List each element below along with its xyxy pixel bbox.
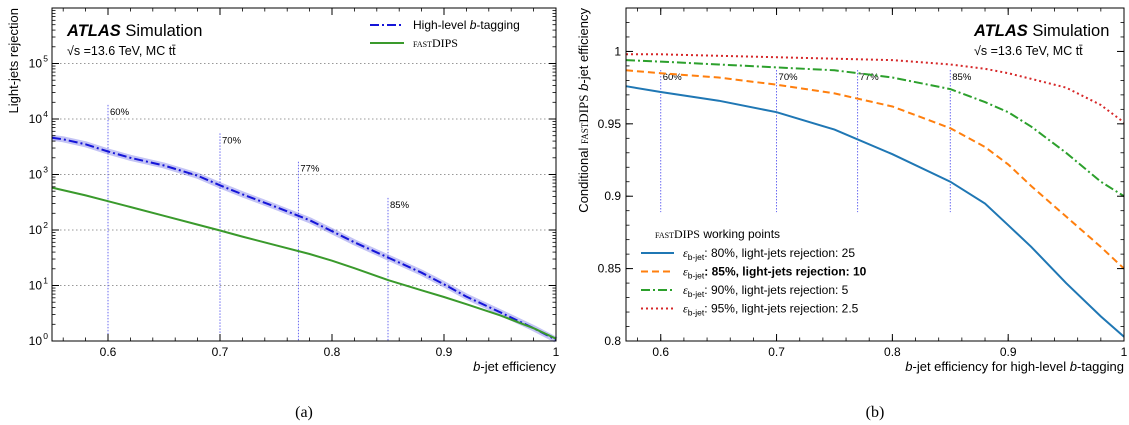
x-tick-label: 0.8 (324, 345, 341, 359)
y-tick-label: 10 (29, 57, 43, 71)
y-tick-label: 1 (614, 44, 621, 58)
x-tick-label: 0.7 (212, 345, 229, 359)
working-point-label: 60% (110, 107, 130, 118)
x-tick-label: 0.6 (100, 345, 117, 359)
y-tick-label: 10 (29, 334, 43, 348)
panel-label: (a) (295, 404, 313, 421)
energy-label: √s =13.6 TeV, MC tt̄ (974, 44, 1083, 58)
atlas-label: ATLAS Simulation (973, 22, 1109, 40)
y-tick-exponent: 1 (43, 276, 48, 286)
legend-label: εb-jet: 85%, light-jets rejection: 10 (683, 265, 867, 281)
y-tick-label: 0.9 (604, 189, 621, 203)
plot-frame (625, 7, 1125, 342)
legend-title: fastDIPS working points (655, 227, 780, 241)
legend-label: fastDIPS (413, 36, 458, 50)
y-tick-exponent: 2 (43, 220, 48, 230)
x-tick-label: 0.6 (652, 345, 669, 359)
series-band (51, 134, 558, 343)
y-tick-label: 10 (29, 112, 43, 126)
x-tick-label: 0.9 (1000, 345, 1017, 359)
y-tick-label: 0.8 (604, 334, 621, 348)
y-tick-exponent: 3 (43, 165, 48, 175)
series-line (625, 85, 1125, 338)
series-line (51, 186, 557, 340)
working-point-label: 85% (952, 72, 972, 83)
x-tick-label: 0.9 (436, 345, 453, 359)
y-tick-label: 0.95 (598, 117, 622, 131)
x-tick-label: 0.8 (884, 345, 901, 359)
panel-b: 60% 70% 77% 85% 0.6 0.7 0.8 0.9 1 0.8 0.85 0.9 0.95 1… (576, 7, 1128, 421)
working-point-label: 77% (860, 72, 880, 83)
y-tick-label: 10 (29, 223, 43, 237)
working-point-label: 70% (779, 72, 799, 83)
working-point-label: 77% (300, 164, 320, 175)
x-axis-label: b-jet efficiency (473, 359, 556, 374)
working-point-label: 60% (663, 72, 683, 83)
series-line (625, 69, 1125, 270)
energy-label: √s =13.6 TeV, MC tt̄ (67, 44, 176, 58)
x-axis-label: b-jet efficiency for high-level b-taggin… (905, 359, 1124, 374)
y-tick-label: 10 (29, 168, 43, 182)
atlas-label: ATLAS Simulation (66, 22, 202, 40)
x-tick-label: 1 (553, 345, 560, 359)
panel-label: (b) (866, 404, 885, 421)
y-axis-label: Light-jets rejection (6, 8, 21, 114)
y-tick-label: 0.85 (598, 262, 622, 276)
legend-label: εb-jet: 95%, light-jets rejection: 2.5 (683, 302, 859, 318)
y-tick-exponent: 5 (43, 54, 48, 64)
series-line (625, 59, 1125, 198)
y-tick-exponent: 4 (43, 109, 48, 119)
y-tick-exponent: 0 (43, 331, 48, 341)
working-point-label: 70% (222, 135, 242, 146)
x-tick-label: 1 (1121, 345, 1128, 359)
x-tick-label: 0.7 (768, 345, 785, 359)
legend-label: εb-jet: 90%, light-jets rejection: 5 (683, 283, 849, 299)
legend-label: εb-jet: 80%, light-jets rejection: 25 (683, 246, 855, 262)
legend-label: High-level b-tagging (413, 18, 520, 32)
working-point-label: 85% (390, 200, 410, 211)
y-axis-label: Conditional fastDIPS b-jet efficiency (576, 8, 591, 213)
y-tick-label: 10 (29, 279, 43, 293)
